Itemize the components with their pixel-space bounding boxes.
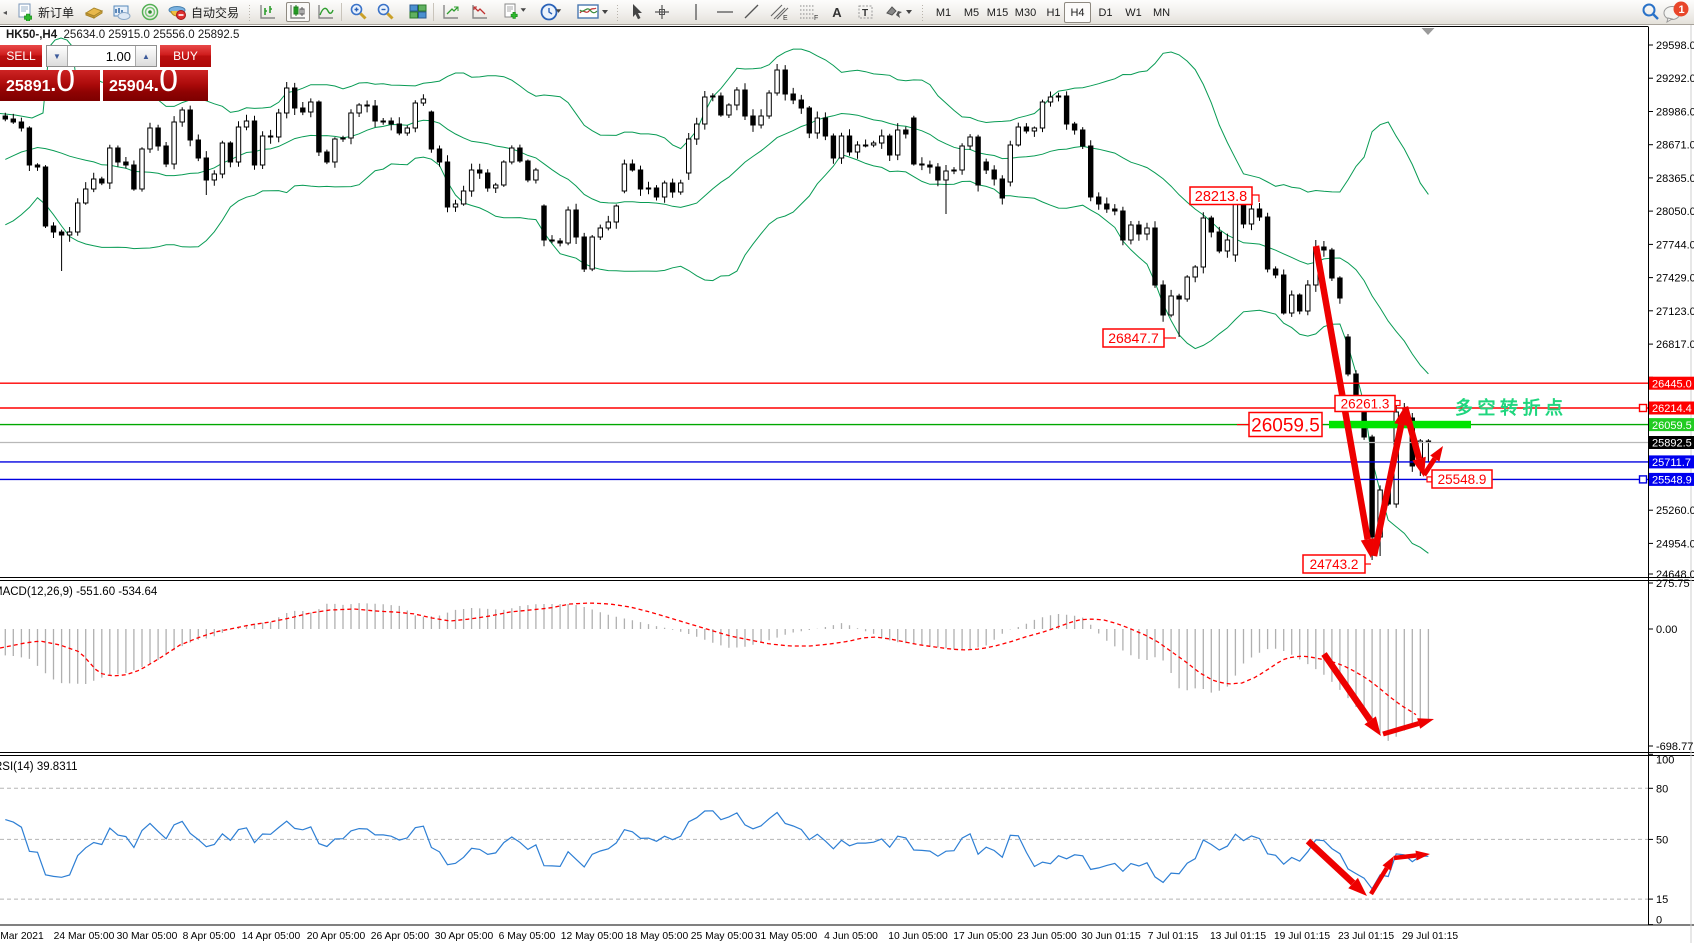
svg-text:25548.9: 25548.9 <box>1652 475 1692 487</box>
svg-text:30 Apr 05:00: 30 Apr 05:00 <box>435 931 494 942</box>
svg-text:30 Mar 05:00: 30 Mar 05:00 <box>117 931 178 942</box>
svg-text:50: 50 <box>1656 834 1668 846</box>
svg-text:0: 0 <box>1656 915 1662 927</box>
svg-text:28365.0: 28365.0 <box>1656 173 1694 185</box>
svg-text:T: T <box>862 8 868 19</box>
svg-text:24743.2: 24743.2 <box>1310 557 1359 572</box>
svg-text:18 May 05:00: 18 May 05:00 <box>626 931 689 942</box>
svg-text:19 Jul 01:15: 19 Jul 01:15 <box>1274 931 1330 942</box>
svg-text:25892.5: 25892.5 <box>1652 438 1692 450</box>
svg-text:26214.4: 26214.4 <box>1652 403 1692 415</box>
svg-text:24 Mar 05:00: 24 Mar 05:00 <box>54 931 115 942</box>
svg-text:30 Jun 01:15: 30 Jun 01:15 <box>1081 931 1141 942</box>
svg-text:27429.0: 27429.0 <box>1656 273 1694 285</box>
svg-text:15: 15 <box>1656 894 1668 906</box>
svg-text:26847.7: 26847.7 <box>1108 330 1159 346</box>
svg-text:25548.9: 25548.9 <box>1438 472 1487 487</box>
svg-text:26817.0: 26817.0 <box>1656 339 1694 351</box>
svg-text:275.75: 275.75 <box>1656 578 1690 590</box>
svg-text:6 May 05:00: 6 May 05:00 <box>499 931 556 942</box>
svg-text:29 Jul 01:15: 29 Jul 01:15 <box>1402 931 1458 942</box>
svg-text:-698.77: -698.77 <box>1656 741 1693 753</box>
svg-text:29598.0: 29598.0 <box>1656 40 1694 52</box>
svg-text:MACD(12,26,9) -551.60 -534.64: MACD(12,26,9) -551.60 -534.64 <box>0 586 158 598</box>
svg-text:多空转折点: 多空转折点 <box>1455 397 1568 418</box>
svg-text:25260.0: 25260.0 <box>1656 505 1694 517</box>
svg-text:26261.3: 26261.3 <box>1341 396 1390 411</box>
svg-text:28986.0: 28986.0 <box>1656 107 1694 119</box>
svg-text:23 Jul 01:15: 23 Jul 01:15 <box>1338 931 1394 942</box>
svg-text:28213.8: 28213.8 <box>1195 189 1247 205</box>
svg-text:RSI(14) 39.8311: RSI(14) 39.8311 <box>0 761 78 773</box>
svg-text:26 Apr 05:00: 26 Apr 05:00 <box>371 931 430 942</box>
svg-text:Mar 2021: Mar 2021 <box>0 931 44 942</box>
svg-text:10 Jun 05:00: 10 Jun 05:00 <box>888 931 948 942</box>
svg-text:8 Apr 05:00: 8 Apr 05:00 <box>183 931 236 942</box>
svg-text:1: 1 <box>1679 4 1685 16</box>
svg-text:26059.5: 26059.5 <box>1652 420 1692 432</box>
svg-text:13 Jul 01:15: 13 Jul 01:15 <box>1210 931 1266 942</box>
svg-text:4 Jun 05:00: 4 Jun 05:00 <box>824 931 878 942</box>
svg-text:27123.0: 27123.0 <box>1656 306 1694 318</box>
svg-text:28050.0: 28050.0 <box>1656 206 1694 218</box>
svg-text:12 May 05:00: 12 May 05:00 <box>561 931 624 942</box>
svg-text:100: 100 <box>1656 755 1674 767</box>
svg-text:24954.0: 24954.0 <box>1656 538 1694 550</box>
svg-text:0.00: 0.00 <box>1656 624 1677 636</box>
svg-text:F: F <box>814 15 818 21</box>
svg-text:29292.0: 29292.0 <box>1656 73 1694 85</box>
svg-text:25711.7: 25711.7 <box>1652 457 1691 469</box>
svg-text:17 Jun 05:00: 17 Jun 05:00 <box>953 931 1013 942</box>
svg-text:E: E <box>783 15 788 21</box>
svg-text:7 Jul 01:15: 7 Jul 01:15 <box>1148 931 1199 942</box>
svg-text:27744.0: 27744.0 <box>1656 239 1694 251</box>
svg-text:28671.0: 28671.0 <box>1656 140 1694 152</box>
svg-text:25 May 05:00: 25 May 05:00 <box>691 931 754 942</box>
svg-text:14 Apr 05:00: 14 Apr 05:00 <box>242 931 301 942</box>
svg-text:26059.5: 26059.5 <box>1251 415 1320 436</box>
svg-text:24648.0: 24648.0 <box>1656 569 1694 581</box>
svg-text:26445.0: 26445.0 <box>1652 378 1692 390</box>
svg-text:31 May 05:00: 31 May 05:00 <box>755 931 818 942</box>
svg-text:20 Apr 05:00: 20 Apr 05:00 <box>307 931 366 942</box>
svg-text:80: 80 <box>1656 783 1668 795</box>
svg-text:23 Jun 05:00: 23 Jun 05:00 <box>1017 931 1077 942</box>
